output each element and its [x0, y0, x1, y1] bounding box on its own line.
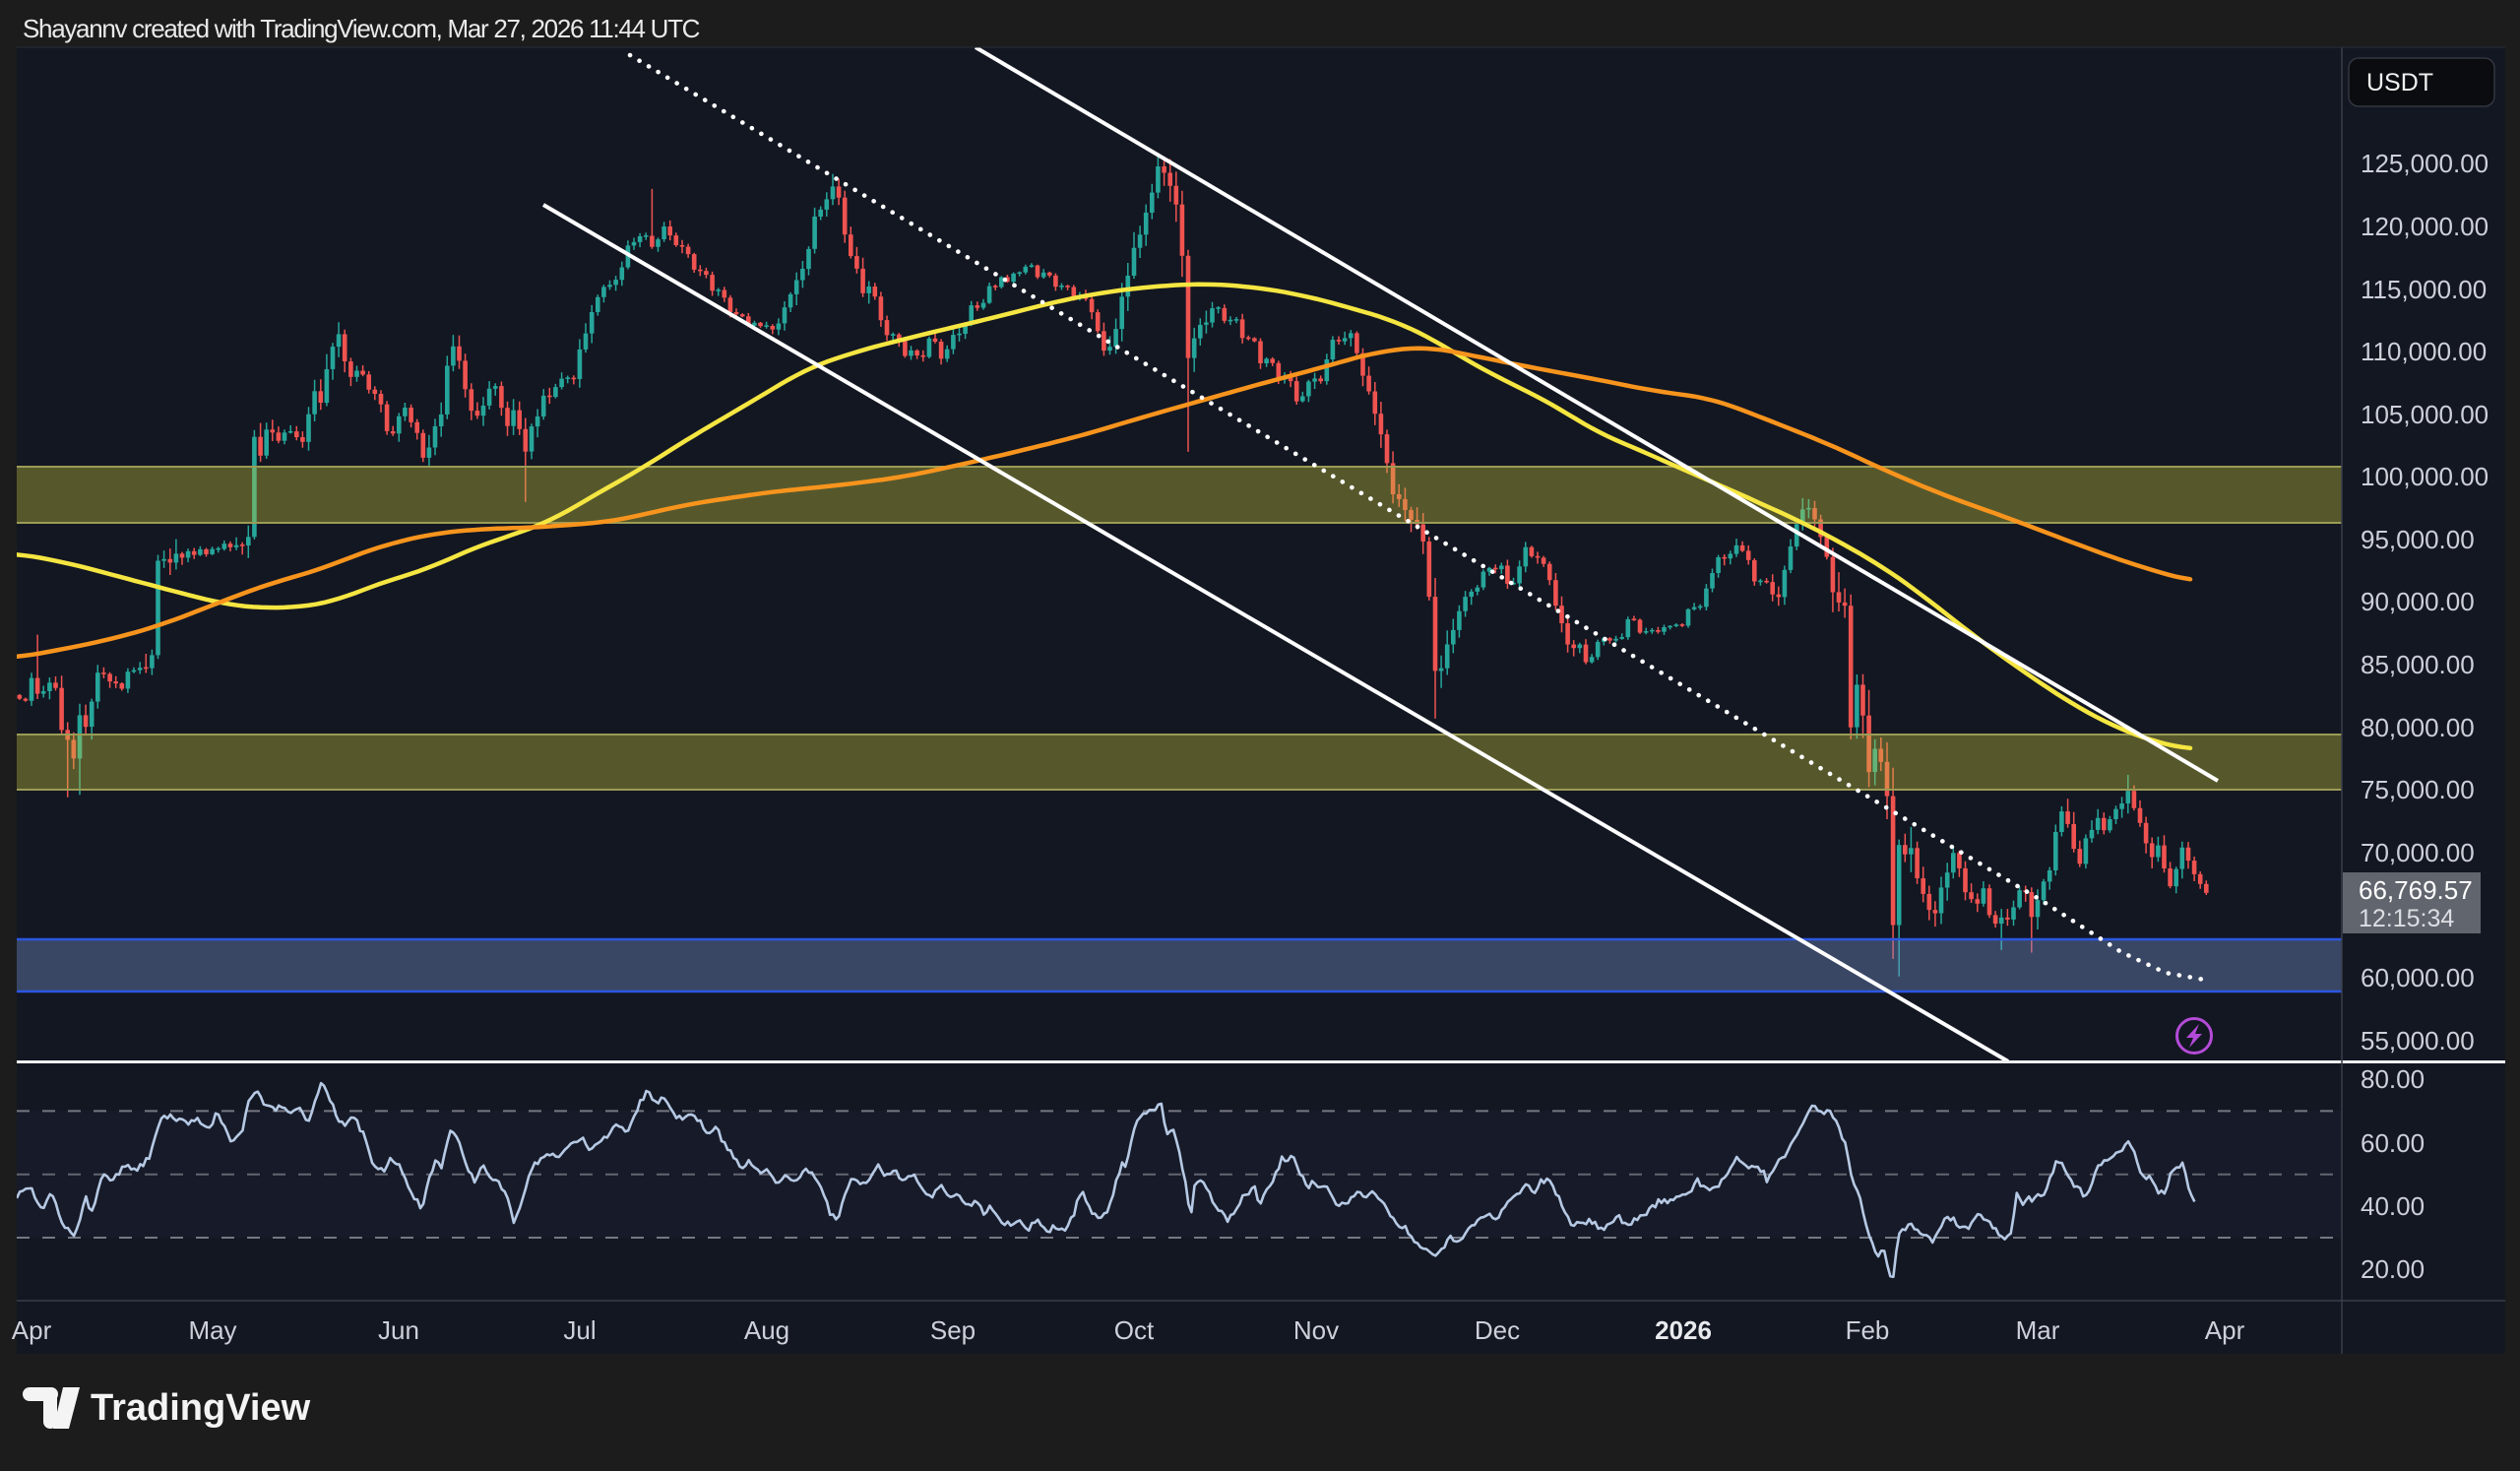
svg-text:100,000.00: 100,000.00 [2361, 462, 2488, 491]
svg-text:90,000.00: 90,000.00 [2361, 587, 2475, 616]
svg-text:Sep: Sep [930, 1315, 976, 1345]
svg-text:Feb: Feb [1846, 1315, 1890, 1345]
svg-text:Shayannv created with TradingV: Shayannv created with TradingView.com, M… [23, 14, 700, 43]
svg-text:80.00: 80.00 [2361, 1064, 2425, 1094]
svg-text:TradingView: TradingView [91, 1387, 311, 1429]
svg-text:May: May [188, 1315, 236, 1345]
svg-text:Aug: Aug [744, 1315, 789, 1345]
svg-text:80,000.00: 80,000.00 [2361, 713, 2475, 742]
svg-text:55,000.00: 55,000.00 [2361, 1026, 2475, 1055]
svg-text:20.00: 20.00 [2361, 1254, 2425, 1284]
svg-text:70,000.00: 70,000.00 [2361, 838, 2475, 867]
svg-text:USDT: USDT [2366, 69, 2433, 96]
svg-text:2026: 2026 [1655, 1315, 1712, 1345]
svg-text:Jul: Jul [563, 1315, 596, 1345]
svg-text:Nov: Nov [1293, 1315, 1339, 1345]
svg-text:60.00: 60.00 [2361, 1128, 2425, 1158]
svg-text:Mar: Mar [2016, 1315, 2060, 1345]
svg-text:110,000.00: 110,000.00 [2361, 337, 2487, 366]
svg-text:Oct: Oct [1114, 1315, 1155, 1345]
svg-text:95,000.00: 95,000.00 [2361, 525, 2475, 554]
svg-text:40.00: 40.00 [2361, 1191, 2425, 1221]
svg-text:Dec: Dec [1475, 1315, 1520, 1345]
svg-text:75,000.00: 75,000.00 [2361, 775, 2475, 804]
svg-text:Apr: Apr [12, 1315, 52, 1345]
svg-text:66,769.57: 66,769.57 [2359, 875, 2473, 905]
svg-text:Apr: Apr [2205, 1315, 2245, 1345]
svg-text:120,000.00: 120,000.00 [2361, 212, 2488, 241]
svg-text:85,000.00: 85,000.00 [2361, 650, 2475, 679]
svg-text:105,000.00: 105,000.00 [2361, 400, 2488, 429]
svg-text:60,000.00: 60,000.00 [2361, 963, 2475, 992]
svg-text:125,000.00: 125,000.00 [2361, 149, 2488, 178]
svg-text:12:15:34: 12:15:34 [2359, 905, 2454, 932]
svg-text:Jun: Jun [378, 1315, 419, 1345]
svg-text:115,000.00: 115,000.00 [2361, 275, 2487, 304]
